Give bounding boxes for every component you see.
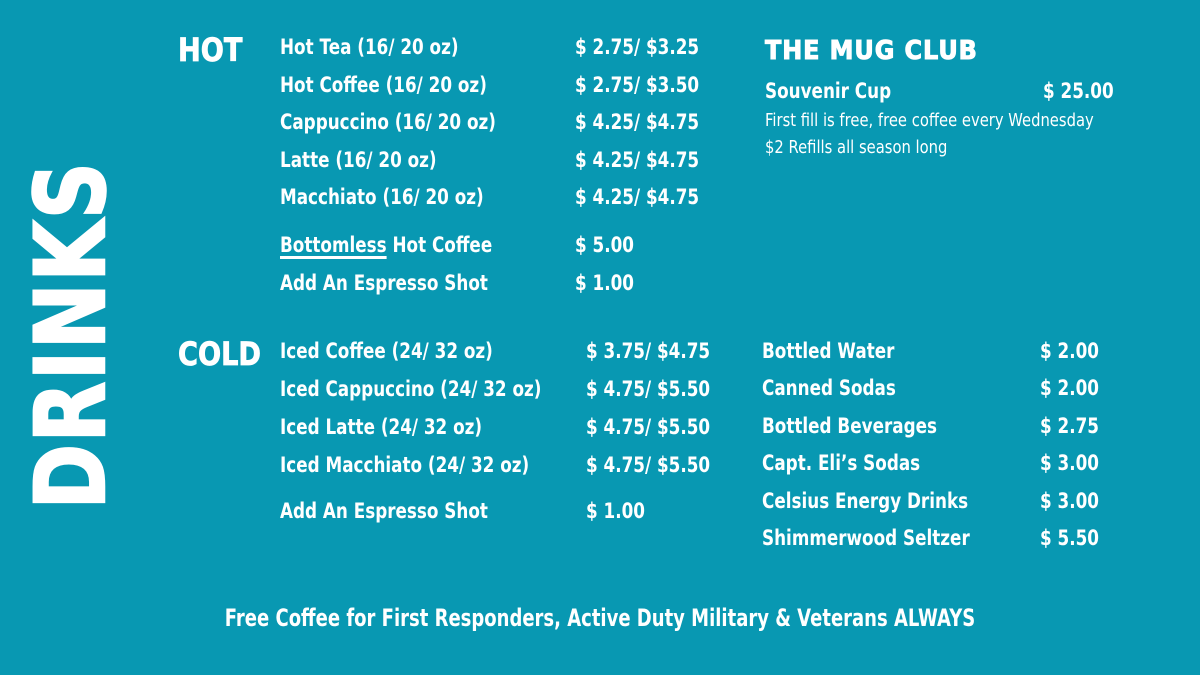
menu-item-name: Shimmerwood Seltzer [762,525,970,550]
menu-item-name: Add An Espresso Shot [280,499,488,523]
menu-item-price: $ 5.00 [575,233,634,257]
menu-item-name: Bottled Water [762,339,895,363]
menu-item-row: Celsius Energy Drinks $ 3.00 [762,489,1114,526]
menu-item-row: Canned Sodas $ 2.00 [762,376,1114,413]
menu-item-row: Iced Macchiato (24/ 32 oz) $ 4.75/ $5.50 [280,453,741,491]
menu-item-price: $ 1.00 [586,499,645,523]
menu-item-row: Iced Coffee (24/ 32 oz) $ 3.75/ $4.75 [280,339,741,377]
menu-item-row: Cappuccino (16/ 20 oz) $ 4.25/ $4.75 [280,110,730,148]
menu-item-row: Bottled Beverages $ 2.75 [762,414,1114,451]
menu-item-name: Iced Coffee (24/ 32 oz) [280,339,493,363]
menu-item-name: Souvenir Cup [765,79,892,103]
menu-item-price: $ 4.25/ $4.75 [575,185,700,209]
hot-items-list: Hot Tea (16/ 20 oz) $ 2.75/ $3.25 Hot Co… [280,35,730,223]
menu-item-price: $ 1.00 [575,270,634,295]
menu-item-name: Canned Sodas [762,376,896,401]
menu-title-vertical: DRINKS [14,160,128,511]
cold-extras-list: Add An Espresso Shot $ 1.00 [280,499,660,537]
hot-section-label: HOT [178,31,254,70]
menu-item-name: Add An Espresso Shot [280,270,488,295]
menu-item-name: Bottomless Hot Coffee [280,233,575,257]
menu-item-price: $ 2.00 [1040,376,1099,401]
menu-item-price: $ 2.75 [1040,413,1099,438]
cold-items-list: Iced Coffee (24/ 32 oz) $ 3.75/ $4.75 Ic… [280,339,741,491]
menu-item-price: $ 4.75/ $5.50 [586,377,711,401]
menu-item-name: Iced Macchiato (24/ 32 oz) [280,453,530,477]
mug-club-item: Souvenir Cup $ 25.00 [765,79,1131,103]
menu-item-name: Latte (16/ 20 oz) [280,147,437,172]
menu-item-price: $ 4.75/ $5.50 [586,453,711,477]
bottomless-rest: Hot Coffee [386,233,493,257]
cold-section-label-text: COLD [178,335,262,374]
hot-section-label-text: HOT [178,31,243,70]
menu-item-row: Add An Espresso Shot $ 1.00 [280,499,660,537]
menu-item-price: $ 2.75/ $3.50 [575,72,700,97]
footer-note: Free Coffee for First Responders, Active… [224,604,976,632]
mug-club-notes: First fill is free, free coffee every We… [765,108,1166,161]
menu-item-row: Capt. Eli’s Sodas $ 3.00 [762,451,1114,488]
menu-item-name: Hot Tea (16/ 20 oz) [280,35,459,59]
bottomless-underlined-word: Bottomless [280,233,387,257]
menu-item-name: Iced Cappuccino (24/ 32 oz) [280,377,542,401]
menu-item-row: Souvenir Cup $ 25.00 [765,79,1131,103]
menu-item-row: Bottomless Hot Coffee $ 5.00 [280,233,649,271]
menu-item-name: Celsius Energy Drinks [762,488,969,513]
menu-item-name: Cappuccino (16/ 20 oz) [280,110,496,134]
menu-item-row: Bottled Water $ 2.00 [762,339,1114,376]
other-drinks-list: Bottled Water $ 2.00 Canned Sodas $ 2.00… [762,339,1114,563]
menu-item-price: $ 4.25/ $4.75 [575,110,700,134]
mug-club-title: THE MUG CLUB [765,36,996,67]
menu-item-price: $ 25.00 [1043,79,1114,103]
menu-item-name: Bottled Beverages [762,413,938,438]
hot-extras-list: Bottomless Hot Coffee $ 5.00 Add An Espr… [280,233,649,308]
menu-item-row: Add An Espresso Shot $ 1.00 [280,271,649,309]
menu-item-price: $ 3.00 [1040,488,1099,513]
menu-item-price: $ 3.75/ $4.75 [586,339,711,363]
menu-item-row: Latte (16/ 20 oz) $ 4.25/ $4.75 [280,148,730,186]
menu-item-price: $ 4.75/ $5.50 [586,415,711,439]
menu-item-price: $ 3.00 [1040,451,1099,476]
menu-item-row: Iced Latte (24/ 32 oz) $ 4.75/ $5.50 [280,415,741,453]
menu-item-row: Hot Coffee (16/ 20 oz) $ 2.75/ $3.50 [280,73,730,111]
menu-item-name: Hot Coffee (16/ 20 oz) [280,72,487,97]
menu-item-name: Macchiato (16/ 20 oz) [280,185,484,209]
menu-item-row: Iced Cappuccino (24/ 32 oz) $ 4.75/ $5.5… [280,377,741,415]
menu-item-price: $ 2.75/ $3.25 [575,35,700,59]
menu-item-name: Iced Latte (24/ 32 oz) [280,415,483,439]
menu-item-row: Macchiato (16/ 20 oz) $ 4.25/ $4.75 [280,185,730,223]
mug-club-note-line: First fill is free, free coffee every We… [765,110,1094,131]
menu-item-row: Hot Tea (16/ 20 oz) $ 2.75/ $3.25 [280,35,730,73]
menu-item-price: $ 5.50 [1040,525,1099,550]
mug-club-title-text: THE MUG CLUB [765,36,978,67]
menu-item-row: Shimmerwood Seltzer $ 5.50 [762,526,1114,563]
cold-section-label: COLD [178,335,276,374]
menu-item-name: Capt. Eli’s Sodas [762,451,921,476]
menu-item-price: $ 2.00 [1040,339,1099,363]
mug-club-note-line: $2 Refills all season long [765,136,948,158]
menu-item-price: $ 4.25/ $4.75 [575,147,700,172]
